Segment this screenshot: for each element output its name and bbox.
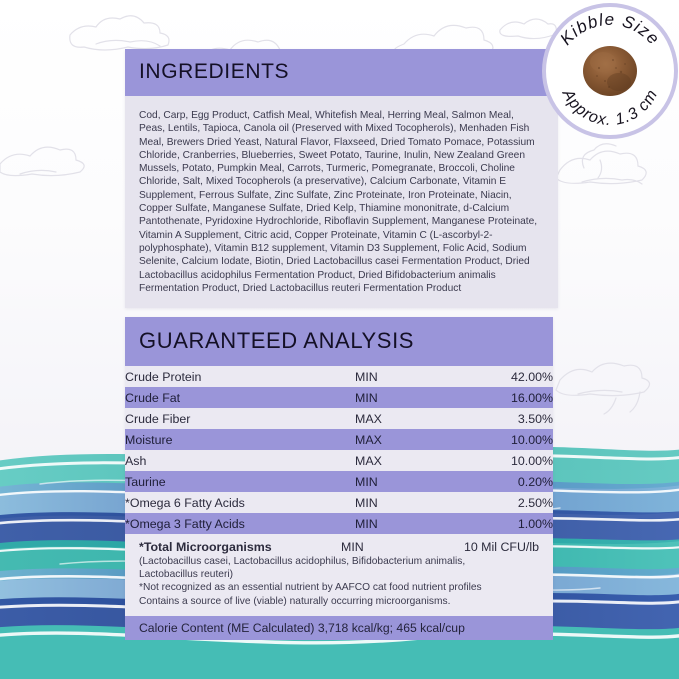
nutrient-limit: MAX — [355, 432, 382, 447]
table-row: Moisture MAX 10.00% — [125, 429, 553, 450]
nutrient-value: 0.20% — [517, 474, 553, 489]
nutrient-value: 42.00% — [510, 369, 553, 384]
nutrient-name: Crude Fat — [125, 390, 181, 405]
nutrient-limit: MIN — [355, 390, 378, 405]
nutrient-name: Crude Protein — [125, 369, 202, 384]
ingredients-heading: INGREDIENTS — [125, 49, 558, 96]
microorganisms-note-line-1: (Lactobacillus casei, Lactobacillus acid… — [139, 556, 466, 567]
table-row: Crude Fiber MAX 3.50% — [125, 408, 553, 429]
nutrient-limit: MIN — [355, 495, 378, 510]
nutrient-value: 1.00% — [517, 516, 553, 531]
live-microorganisms-note: Contains a source of live (viable) natur… — [139, 595, 451, 607]
nutrient-value: 16.00% — [510, 390, 553, 405]
kibble-icon — [583, 46, 637, 96]
nutrient-value: 3.50% — [517, 411, 553, 426]
nutrient-name: *Omega 6 Fatty Acids — [125, 495, 245, 510]
nutrient-limit: MIN — [355, 516, 378, 531]
microorganisms-name: *Total Microorganisms — [139, 540, 272, 554]
guaranteed-analysis-heading: GUARANTEED ANALYSIS — [125, 317, 553, 366]
ingredients-text: Cod, Carp, Egg Product, Catfish Meal, Wh… — [139, 110, 538, 294]
microorganisms-notes: (Lactobacillus casei, Lactobacillus acid… — [139, 555, 539, 608]
nutrient-name: Ash — [125, 453, 147, 468]
total-microorganisms-block: *Total Microorganisms MIN 10 Mil CFU/lb … — [125, 534, 553, 608]
guaranteed-analysis-table: Crude Protein MIN 42.00% Crude Fat MIN 16.00%… — [125, 366, 553, 534]
calorie-content-bar: Calorie Content (ME Calculated) 3,718 kc… — [125, 615, 553, 640]
nutrient-name: Taurine — [125, 474, 166, 489]
nutrient-name: Crude Fiber — [125, 411, 191, 426]
nutrient-limit: MAX — [355, 453, 382, 468]
nutrient-value: 10.00% — [510, 453, 553, 468]
table-row: Crude Protein MIN 42.00% — [125, 366, 553, 387]
nutrient-limit: MIN — [355, 474, 378, 489]
ingredients-card: INGREDIENTS Cod, Carp, Egg Product, Catf… — [125, 49, 558, 308]
nutrient-name: *Omega 3 Fatty Acids — [125, 516, 245, 531]
nutrient-name: Moisture — [125, 432, 173, 447]
table-row: Ash MAX 10.00% — [125, 450, 553, 471]
microorganisms-limit: MIN — [341, 540, 364, 554]
microorganisms-note-line-2: Lactobacillus reuteri) — [139, 569, 233, 581]
kibble-size-badge: Kibble Size Approx. 1.3 cm — [541, 2, 679, 140]
table-row: Crude Fat MIN 16.00% — [125, 387, 553, 408]
nutrient-value: 2.50% — [517, 495, 553, 510]
nutrient-limit: MIN — [355, 369, 378, 384]
aafco-disclaimer: *Not recognized as an essential nutrient… — [139, 582, 482, 594]
nutrient-value: 10.00% — [510, 432, 553, 447]
table-row: *Omega 3 Fatty Acids MIN 1.00% — [125, 513, 553, 534]
table-row: *Omega 6 Fatty Acids MIN 2.50% — [125, 492, 553, 513]
total-microorganisms-row: *Total Microorganisms MIN 10 Mil CFU/lb — [139, 540, 539, 554]
nutrient-limit: MAX — [355, 411, 382, 426]
guaranteed-analysis-card: GUARANTEED ANALYSIS Crude Protein MIN 42.0… — [125, 317, 553, 640]
table-row: Taurine MIN 0.20% — [125, 471, 553, 492]
microorganisms-value: 10 Mil CFU/lb — [463, 540, 539, 554]
